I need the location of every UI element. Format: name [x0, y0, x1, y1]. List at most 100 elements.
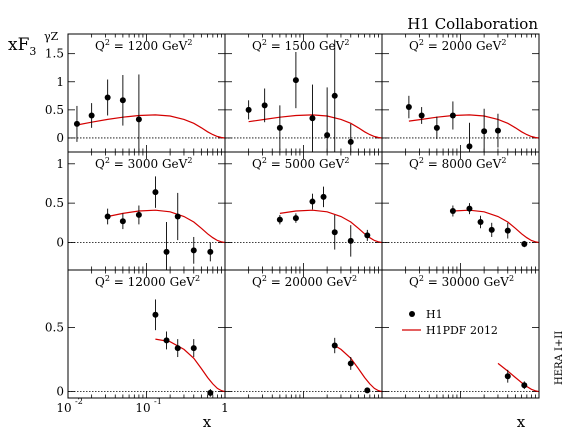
panel-label-q: Q [409, 275, 419, 289]
data-point [163, 337, 170, 344]
panel-label-unit-sup: 2 [501, 38, 506, 47]
panel-label-q-sup: 2 [419, 274, 424, 283]
y-axis-label-sup: γZ [44, 30, 59, 43]
data-point [261, 102, 268, 109]
data-point [347, 237, 354, 244]
data-point [449, 208, 456, 214]
panel-frame [381, 269, 540, 399]
panel-label: Q2 = 30000 GeV2 [409, 274, 514, 289]
data-point [190, 345, 197, 352]
x-tick-label: 1 [221, 401, 229, 415]
panel-label: Q2 = 5000 GeV2 [252, 156, 349, 171]
h1pdf-curve [334, 344, 382, 393]
data-point [331, 92, 338, 99]
data-point [521, 382, 528, 389]
panel-label-value: = 20000 GeV [267, 275, 352, 289]
panel-label-q: Q [409, 157, 419, 171]
y-tick-label: 0 [56, 385, 64, 399]
panel-label: Q2 = 20000 GeV2 [252, 274, 357, 289]
data-point [364, 232, 371, 239]
data-point [331, 342, 338, 349]
x-tick-label-exp: -1 [154, 397, 162, 406]
panel-label-q-sup: 2 [419, 156, 424, 165]
panel-q2-1200: 00.511.5Q2 = 1200 GeV2 [45, 33, 226, 153]
data-point [433, 124, 440, 131]
y-tick-label: 0.5 [45, 321, 64, 335]
y-tick-label: 1 [56, 157, 64, 171]
collaboration-label: H1 Collaboration [407, 15, 538, 33]
data-point [481, 128, 488, 135]
panel-label: Q2 = 8000 GeV2 [409, 156, 506, 171]
data-point [521, 241, 528, 248]
panel-q2-12000: 00.5Q2 = 12000 GeV2 [45, 269, 226, 399]
data-point [449, 112, 456, 119]
data-point [276, 216, 283, 223]
data-point [477, 219, 484, 226]
data-point [292, 77, 299, 84]
data-point [309, 115, 316, 122]
panel-label-unit-sup: 2 [195, 274, 200, 283]
data-point [466, 143, 473, 150]
data-point [207, 248, 214, 255]
data-point [466, 205, 473, 212]
panel-label-unit-sup: 2 [187, 38, 192, 47]
data-point [245, 106, 252, 113]
x-tick-label-exp: -2 [75, 397, 83, 406]
x-tick-label-base: 10 [56, 401, 71, 415]
legend-curve-label: H1PDF 2012 [426, 324, 498, 337]
panel-label-q: Q [252, 39, 262, 53]
data-point [309, 198, 316, 205]
h1pdf-curve [408, 114, 539, 139]
data-point [88, 112, 95, 119]
panel-label-q: Q [252, 157, 262, 171]
y-axis-label: xF3 γZ [8, 30, 59, 58]
h1pdf-curve [452, 209, 539, 244]
y-axis-label-main: xF [8, 35, 30, 55]
data-point [119, 218, 126, 225]
data-point [135, 116, 142, 123]
panel-label-value: = 2000 GeV [424, 39, 502, 53]
data-point [276, 124, 283, 131]
data-point [504, 227, 511, 234]
data-point [135, 211, 142, 218]
y-tick-label: 1 [56, 75, 64, 89]
panel-q2-3000: 00.51 Q2 = 3000 GeV2 [45, 151, 226, 271]
legend-data-label: H1 [426, 308, 443, 321]
panel-label-q: Q [95, 275, 105, 289]
panel-label: Q2 = 1200 GeV2 [95, 38, 192, 53]
y-axis-label-sub: 3 [29, 45, 36, 58]
data-point [207, 389, 214, 396]
data-point [190, 247, 197, 254]
legend-point-marker [409, 311, 415, 317]
data-point [364, 387, 371, 394]
y-tick-label: 0 [56, 131, 64, 145]
data-point [347, 138, 354, 145]
panel-label: Q2 = 2000 GeV2 [409, 38, 506, 53]
data-point [292, 215, 299, 222]
panel-label-unit-sup: 2 [187, 156, 192, 165]
panel-label-unit-sup: 2 [501, 156, 506, 165]
panel-label-q-sup: 2 [105, 156, 110, 165]
svg-text:xF3: xF3 [8, 35, 36, 58]
data-point [494, 127, 501, 134]
h1pdf-curve [279, 209, 382, 244]
data-point [504, 373, 511, 380]
panel-label: Q2 = 12000 GeV2 [95, 274, 200, 289]
panel-label-unit-sup: 2 [509, 274, 514, 283]
panel-label-value: = 30000 GeV [424, 275, 509, 289]
panel-frame [224, 269, 383, 399]
panel-label-q: Q [409, 39, 419, 53]
data-point [324, 132, 331, 139]
data-point [104, 94, 111, 101]
data-point [104, 213, 111, 220]
x-axis-label-1: x [203, 413, 212, 431]
panel-frame [67, 269, 226, 399]
legend: H1 H1PDF 2012 [402, 308, 498, 337]
panel-label-q: Q [95, 157, 105, 171]
panel-q2-30000: Q2 = 30000 GeV2 [381, 269, 540, 399]
y-tick-label: 0.5 [45, 196, 64, 210]
data-point [174, 213, 181, 220]
data-point [418, 112, 425, 119]
panel-label-value: = 12000 GeV [110, 275, 195, 289]
